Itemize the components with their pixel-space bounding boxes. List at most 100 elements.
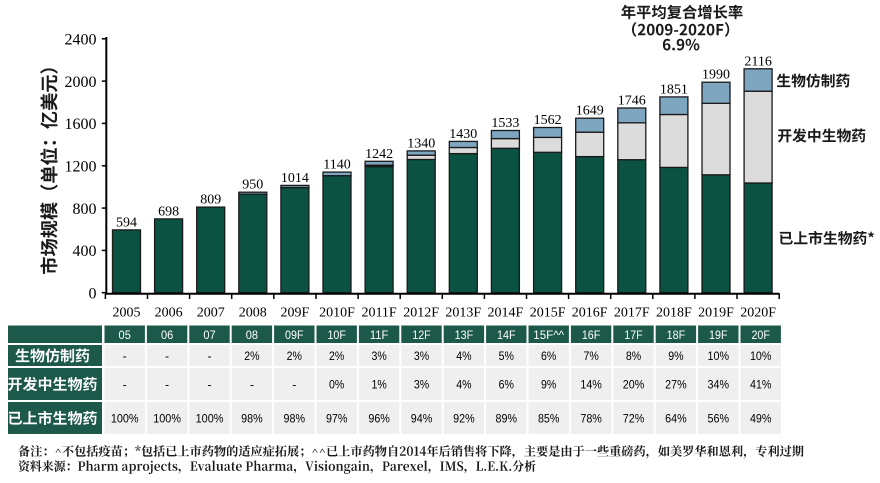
svg-text:5%: 5%	[499, 349, 514, 363]
svg-text:4%: 4%	[456, 349, 471, 363]
svg-text:2116: 2116	[744, 54, 771, 69]
svg-text:9%: 9%	[668, 349, 683, 363]
svg-text:100%: 100%	[111, 412, 139, 426]
svg-text:10%: 10%	[750, 349, 772, 363]
svg-text:-: -	[123, 349, 127, 363]
svg-text:1430: 1430	[449, 127, 477, 142]
svg-text:2019F: 2019F	[698, 306, 734, 321]
svg-text:-: -	[165, 378, 169, 392]
svg-text:1746: 1746	[618, 94, 646, 109]
svg-text:809: 809	[200, 193, 221, 208]
svg-text:1340: 1340	[407, 136, 435, 151]
svg-text:1014: 1014	[281, 171, 309, 186]
svg-text:14%: 14%	[580, 378, 602, 392]
svg-text:2015F: 2015F	[530, 306, 566, 321]
svg-text:2400: 2400	[65, 32, 97, 49]
svg-text:06: 06	[161, 328, 173, 342]
svg-text:400: 400	[73, 243, 97, 260]
svg-text:92%: 92%	[453, 412, 475, 426]
svg-text:2010F: 2010F	[319, 306, 355, 321]
svg-text:6%: 6%	[541, 349, 556, 363]
svg-text:2012F: 2012F	[403, 306, 439, 321]
svg-text:98%: 98%	[284, 412, 306, 426]
svg-text:2007: 2007	[197, 306, 225, 321]
svg-text:96%: 96%	[368, 412, 390, 426]
svg-text:12F: 12F	[412, 328, 431, 342]
svg-text:15F^^: 15F^^	[533, 328, 564, 342]
svg-text:-: -	[165, 349, 169, 363]
svg-text:07: 07	[203, 328, 215, 342]
svg-text:85%: 85%	[538, 412, 560, 426]
svg-text:2016F: 2016F	[572, 306, 608, 321]
svg-text:100%: 100%	[196, 412, 224, 426]
svg-text:16F: 16F	[582, 328, 601, 342]
svg-text:2%: 2%	[287, 349, 302, 363]
svg-text:78%: 78%	[580, 412, 602, 426]
svg-text:-: -	[123, 378, 127, 392]
svg-text:1600: 1600	[65, 116, 97, 133]
svg-text:13F: 13F	[455, 328, 474, 342]
svg-text:08: 08	[246, 328, 258, 342]
svg-text:100%: 100%	[153, 412, 181, 426]
svg-text:950: 950	[242, 178, 263, 193]
svg-text:09F: 09F	[285, 328, 304, 342]
svg-text:18F: 18F	[667, 328, 686, 342]
svg-text:1140: 1140	[323, 158, 350, 173]
svg-text:11F: 11F	[370, 328, 389, 342]
svg-text:594: 594	[116, 215, 137, 230]
svg-text:1%: 1%	[371, 378, 386, 392]
svg-text:05: 05	[119, 328, 131, 342]
svg-text:89%: 89%	[496, 412, 518, 426]
svg-text:1562: 1562	[534, 113, 562, 128]
svg-text:800: 800	[73, 201, 97, 218]
svg-text:64%: 64%	[665, 412, 687, 426]
svg-text:0: 0	[89, 286, 97, 303]
svg-text:2006: 2006	[155, 306, 183, 321]
svg-text:19F: 19F	[709, 328, 728, 342]
svg-text:2008: 2008	[239, 306, 267, 321]
svg-text:4%: 4%	[456, 378, 471, 392]
svg-text:2020F: 2020F	[740, 306, 776, 321]
svg-text:698: 698	[158, 204, 179, 219]
svg-text:2%: 2%	[244, 349, 259, 363]
svg-text:8%: 8%	[626, 349, 641, 363]
svg-text:17F: 17F	[624, 328, 643, 342]
svg-text:2000: 2000	[65, 74, 97, 91]
svg-text:7%: 7%	[583, 349, 598, 363]
svg-text:2018F: 2018F	[656, 306, 692, 321]
svg-text:2013F: 2013F	[445, 306, 481, 321]
svg-text:41%: 41%	[750, 378, 772, 392]
svg-text:1200: 1200	[65, 159, 97, 176]
svg-text:2014F: 2014F	[488, 306, 524, 321]
svg-text:2017F: 2017F	[614, 306, 650, 321]
svg-text:10%: 10%	[708, 349, 730, 363]
svg-text:72%: 72%	[623, 412, 645, 426]
svg-text:20%: 20%	[623, 378, 645, 392]
svg-text:2011F: 2011F	[361, 306, 396, 321]
svg-text:1851: 1851	[660, 82, 688, 97]
svg-text:1649: 1649	[576, 104, 604, 119]
svg-text:56%: 56%	[708, 412, 730, 426]
svg-text:14F: 14F	[497, 328, 516, 342]
svg-text:20F: 20F	[751, 328, 770, 342]
svg-text:3%: 3%	[371, 349, 386, 363]
svg-text:0%: 0%	[329, 378, 344, 392]
svg-text:49%: 49%	[750, 412, 772, 426]
svg-text:3%: 3%	[414, 349, 429, 363]
svg-text:34%: 34%	[708, 378, 730, 392]
svg-text:-: -	[207, 378, 211, 392]
svg-text:-: -	[207, 349, 211, 363]
svg-text:2%: 2%	[329, 349, 344, 363]
svg-text:10F: 10F	[327, 328, 346, 342]
svg-text:1242: 1242	[365, 147, 393, 162]
svg-text:98%: 98%	[241, 412, 263, 426]
svg-text:-: -	[250, 378, 254, 392]
svg-text:209F: 209F	[281, 306, 310, 321]
svg-text:1990: 1990	[702, 68, 730, 83]
svg-text:27%: 27%	[665, 378, 687, 392]
svg-text:9%: 9%	[541, 378, 556, 392]
svg-text:6%: 6%	[499, 378, 514, 392]
svg-text:2005: 2005	[113, 306, 141, 321]
svg-text:1533: 1533	[491, 116, 519, 131]
svg-text:-: -	[292, 378, 296, 392]
